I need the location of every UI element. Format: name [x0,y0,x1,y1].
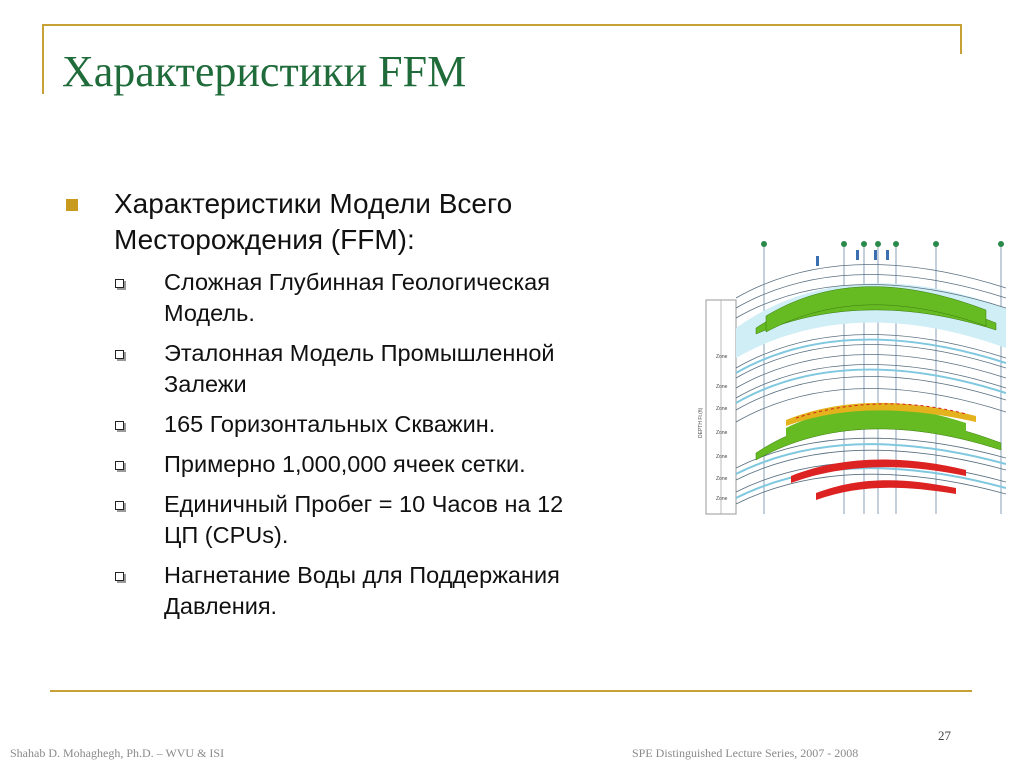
hollow-square-bullet-icon [115,350,124,359]
well-head-icons [761,241,1004,247]
zone-label: Zone [716,354,728,360]
main-bullet-line2: Месторождения (FFM): [114,224,415,255]
frame-left-line [42,24,44,94]
sub-bullet: Эталонная Модель Промышленной Залежи [60,338,710,400]
square-bullet-icon [66,199,78,211]
footer-author: Shahab D. Mohaghegh, Ph.D. – WVU & ISI [10,746,225,760]
sub-bullet-line2: ЦП (CPUs). [164,522,289,548]
sub-bullet-line1: Единичный Пробег = 10 Часов на 12 [164,491,564,517]
frame-top-line [42,24,962,26]
zone-label: Zone [716,496,728,502]
footer-series: SPE Distinguished Lecture Series, 2007 -… [632,746,859,760]
sub-bullet: Нагнетание Воды для Поддержания Давления… [60,560,710,622]
main-bullet: Характеристики Модели Всего Месторождени… [60,186,710,258]
sub-bullet: Примерно 1,000,000 ячеек сетки. [60,449,710,480]
sub-bullet-line1: Нагнетание Воды для Поддержания [164,562,560,588]
hollow-square-bullet-icon [115,461,124,470]
zone-label: Zone [716,384,728,390]
frame-right-line [960,24,962,54]
sub-bullet: Сложная Глубинная Геологическая Модель. [60,267,710,329]
sub-bullet-line1: Эталонная Модель Промышленной [164,340,555,366]
sub-bullet-line2: Давления. [164,593,278,619]
depth-axis: DEPTH Ft.(ft) [698,407,704,438]
geologic-cross-section-image: DEPTH Ft.(ft) Zone Zone Zone Zone Zone Z… [696,238,1006,516]
page-number: 27 [938,728,951,743]
zone-label: Zone [716,476,728,482]
depth-axis-label: DEPTH Ft.(ft) [698,407,704,438]
hollow-square-bullet-icon [115,501,124,510]
bullet-list: Характеристики Модели Всего Месторождени… [60,186,710,622]
hollow-square-bullet-icon [115,279,124,288]
sub-bullet-line2: Модель. [164,300,255,326]
sub-bullet: Единичный Пробег = 10 Часов на 12 ЦП (CP… [60,489,710,551]
zone-label: Zone [716,454,728,460]
slide-title: Характеристики FFM [62,47,467,96]
sub-bullet-line1: Примерно 1,000,000 ячеек сетки. [164,451,526,477]
hollow-square-bullet-icon [115,421,124,430]
sub-bullet-line1: 165 Горизонтальных Скважин. [164,411,496,437]
bottom-rule [50,690,972,692]
zone-label: Zone [716,406,728,412]
sub-bullet: 165 Горизонтальных Скважин. [60,409,710,440]
zone-label: Zone [716,430,728,436]
sub-bullet-line1: Сложная Глубинная Геологическая [164,269,550,295]
sub-bullet-line2: Залежи [164,371,247,397]
hollow-square-bullet-icon [115,572,124,581]
main-bullet-line1: Характеристики Модели Всего [114,188,513,219]
